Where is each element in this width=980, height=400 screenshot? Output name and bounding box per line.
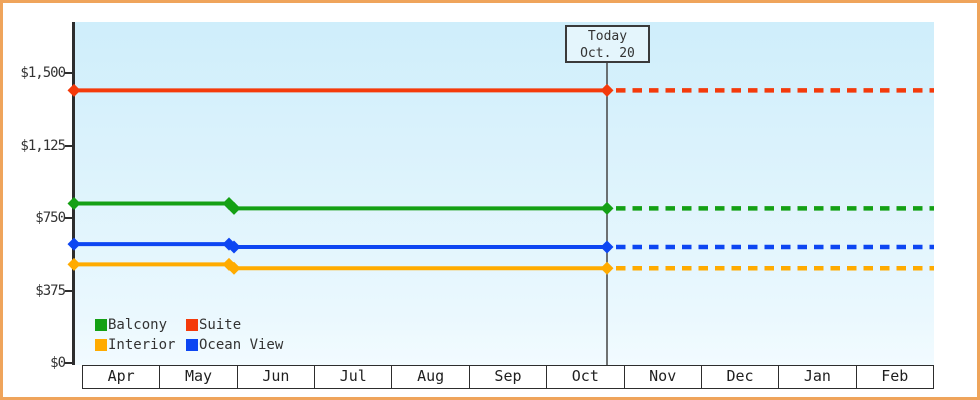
y-axis-tick (65, 217, 74, 219)
month-cell-jan: Jan (779, 366, 857, 388)
legend-swatch-ocean-view (186, 339, 198, 351)
legend-label: Ocean View (199, 337, 284, 353)
y-axis-tick (65, 362, 74, 364)
legend-label: Suite (199, 317, 242, 333)
month-cell-jul: Jul (315, 366, 393, 388)
legend-item-interior: Interior (95, 335, 186, 355)
y-axis-tick-label: $1,125 (20, 137, 66, 154)
month-cell-aug: Aug (392, 366, 470, 388)
month-cell-feb: Feb (881, 367, 909, 385)
legend-item-balcony: Balcony (95, 315, 186, 335)
y-axis-tick-label: $0 (50, 355, 66, 371)
chart-plot-area (75, 22, 934, 365)
legend-label: Balcony (108, 317, 168, 333)
month-cell-may: May (160, 366, 238, 388)
legend-item-suite: Suite (186, 315, 283, 335)
month-cell-jun: Jun (238, 366, 316, 388)
legend-item-ocean-view: Ocean View (186, 335, 283, 355)
today-flag-title: Today (587, 29, 628, 44)
legend-swatch-interior (95, 339, 107, 351)
y-axis-tick-label: $1,500 (20, 65, 66, 81)
legend-swatch-suite (186, 319, 198, 331)
month-cell-sep: Sep (470, 366, 548, 388)
y-axis-tick (65, 289, 74, 292)
month-cell-dec: Dec (702, 366, 780, 388)
month-cell-oct: Oct (547, 366, 625, 388)
months-axis: Apr May Jun Jul Aug Sep Oct Nov Dec Jan Feb (82, 365, 934, 389)
y-axis-tick-label: $750 (35, 210, 66, 226)
today-flag-date: Oct. 20 (580, 46, 635, 61)
month-cell-nov: Nov (625, 366, 702, 388)
legend-swatch-balcony (95, 319, 107, 331)
legend: Balcony Suite Interior Ocean View (95, 315, 283, 355)
y-axis-tick (65, 144, 74, 147)
today-flag: Today Oct. 20 (565, 25, 650, 63)
y-axis-line (72, 22, 75, 365)
legend-label: Interior (108, 337, 176, 353)
y-axis-tick (65, 72, 74, 74)
y-axis-tick-label: $375 (35, 282, 66, 299)
month-cell-apr: Apr (83, 366, 161, 388)
